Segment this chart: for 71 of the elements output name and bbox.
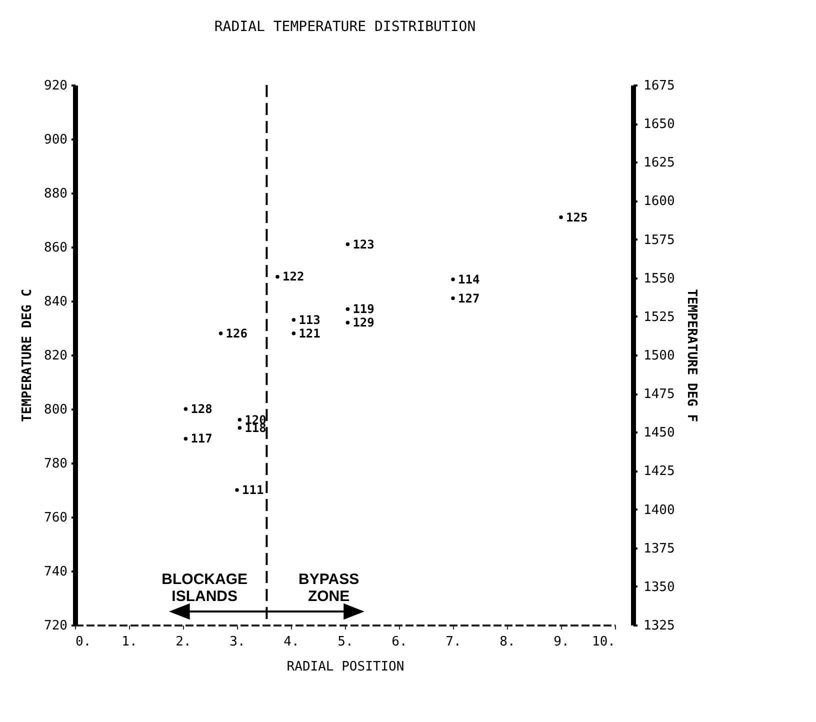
point [238, 426, 242, 430]
point [292, 318, 296, 322]
x-tick-label: 4. [284, 634, 300, 650]
y2-tick-label: 1675 [644, 78, 675, 94]
x-tick-label: 5. [338, 634, 354, 650]
point [184, 436, 188, 441]
point [346, 320, 350, 324]
point [451, 278, 455, 282]
point [276, 274, 280, 279]
annotation: 114 [458, 272, 480, 286]
x-tick-label: 8. [500, 634, 516, 650]
point [292, 332, 296, 336]
y-tick-label: 780 [44, 456, 68, 472]
annotation: 117 [190, 432, 212, 446]
y2-tick-label: 1325 [644, 618, 675, 634]
point [235, 488, 239, 492]
y2-tick-label: 1475 [644, 387, 675, 402]
annotation: 129 [352, 316, 374, 330]
y2-tick-label: 1625 [644, 156, 675, 171]
y2-tick-label: 1650 [644, 117, 675, 132]
y-tick-label: 920 [44, 78, 68, 94]
y-tick-label: 860 [44, 240, 68, 256]
y-tick-label: 900 [44, 132, 68, 148]
annotation: BYPASS ZONE [298, 571, 360, 606]
x-tick-label: 7. [446, 634, 462, 650]
point [238, 418, 242, 422]
y2-tick-label: 1350 [644, 580, 675, 595]
x-axis-title: RADIAL POSITION [286, 660, 404, 674]
point [184, 407, 188, 411]
y2-tick-label: 1575 [644, 232, 675, 248]
y2-tick-label: 1525 [644, 310, 675, 325]
x-tick-label: 9. [554, 634, 570, 650]
annotation: BLOCKAGE ISLANDS [162, 571, 248, 606]
y-tick-label: 840 [44, 294, 68, 310]
y2-tick-label: 1450 [644, 426, 675, 441]
annotation: 122 [282, 270, 304, 284]
annotation: 123 [352, 237, 374, 252]
y2-tick-label: 1375 [644, 541, 675, 556]
y2-tick-label: 1500 [644, 348, 675, 364]
y2-tick-label: 1600 [644, 194, 675, 210]
x-tick-label: 10. [592, 634, 616, 650]
point [559, 215, 563, 220]
y-tick-label: 880 [44, 186, 68, 202]
y2-tick-label: 1550 [644, 271, 675, 286]
point [451, 296, 455, 300]
y2-tick-label: 1425 [644, 464, 675, 480]
x-tick-label: 1. [122, 634, 138, 650]
annotation: 128 [190, 402, 212, 416]
y2-tick-label: 1400 [644, 502, 675, 518]
chart-title: RADIAL TEMPERATURE DISTRIBUTION [214, 19, 476, 35]
annotation: 127 [458, 291, 480, 306]
annotation: 113 [298, 312, 320, 327]
x-tick-label: 0. [76, 634, 92, 650]
annotation: 121 [298, 326, 320, 340]
y-tick-label: 720 [44, 618, 68, 634]
y-tick-label: 800 [44, 402, 68, 418]
x-tick-label: 2. [176, 634, 192, 650]
x-tick-label: 6. [392, 634, 408, 650]
annotation: 126 [226, 326, 248, 340]
y-tick-label: 740 [44, 564, 68, 580]
y2-axis-title: TEMPERATURE DEG F [684, 288, 699, 422]
y-tick-label: 820 [44, 348, 68, 364]
point [346, 307, 350, 311]
annotation: 111 [242, 483, 264, 497]
x-tick-label: 3. [230, 634, 246, 650]
point [218, 332, 223, 336]
point [346, 242, 350, 246]
annotation: 125 [566, 210, 588, 224]
annotation: 119 [352, 302, 374, 316]
y-tick-label: 760 [44, 510, 68, 526]
y-axis-title: TEMPERATURE DEG C [20, 288, 36, 422]
